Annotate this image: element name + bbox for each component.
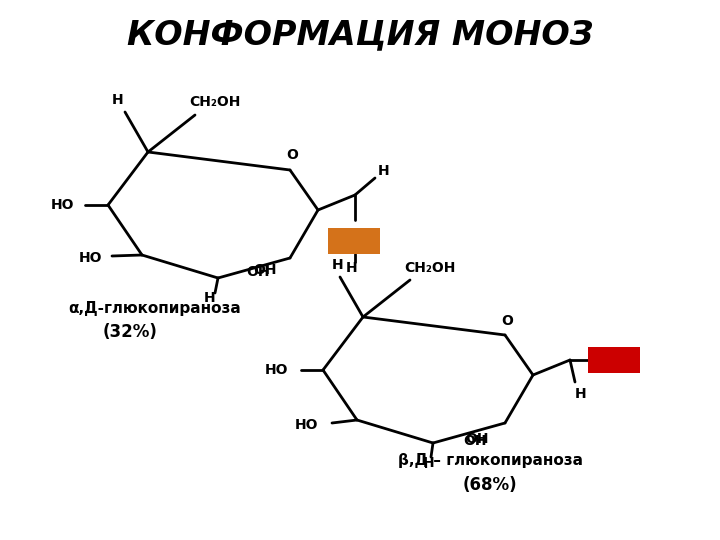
Text: H: H bbox=[332, 258, 344, 272]
Text: CH₂OH: CH₂OH bbox=[405, 261, 456, 275]
Text: H: H bbox=[423, 456, 435, 470]
Text: (68%): (68%) bbox=[463, 476, 517, 494]
Text: OH: OH bbox=[600, 351, 628, 369]
Text: HO: HO bbox=[50, 198, 73, 212]
Text: OH: OH bbox=[246, 265, 270, 279]
Text: HO: HO bbox=[295, 418, 319, 432]
Text: H: H bbox=[204, 291, 216, 305]
Text: HO: HO bbox=[265, 363, 289, 377]
Text: (32%): (32%) bbox=[102, 323, 158, 341]
Text: OH: OH bbox=[340, 232, 368, 250]
FancyBboxPatch shape bbox=[588, 347, 640, 373]
Text: OH: OH bbox=[465, 432, 489, 446]
Text: H: H bbox=[575, 387, 587, 401]
FancyBboxPatch shape bbox=[328, 228, 380, 254]
Text: HO: HO bbox=[78, 251, 102, 265]
Text: H: H bbox=[112, 93, 124, 107]
Text: CH₂OH: CH₂OH bbox=[189, 95, 240, 109]
Text: КОНФОРМАЦИЯ МОНОЗ: КОНФОРМАЦИЯ МОНОЗ bbox=[127, 18, 593, 51]
Text: β,Д – глюкопираноза: β,Д – глюкопираноза bbox=[397, 453, 582, 468]
Text: α,Д-глюкопираноза: α,Д-глюкопираноза bbox=[68, 300, 240, 315]
Text: OH: OH bbox=[253, 263, 276, 277]
Text: O: O bbox=[501, 314, 513, 328]
Text: H: H bbox=[378, 164, 390, 178]
Text: O: O bbox=[286, 148, 298, 162]
Text: H: H bbox=[346, 261, 358, 275]
Text: OH: OH bbox=[463, 434, 487, 448]
